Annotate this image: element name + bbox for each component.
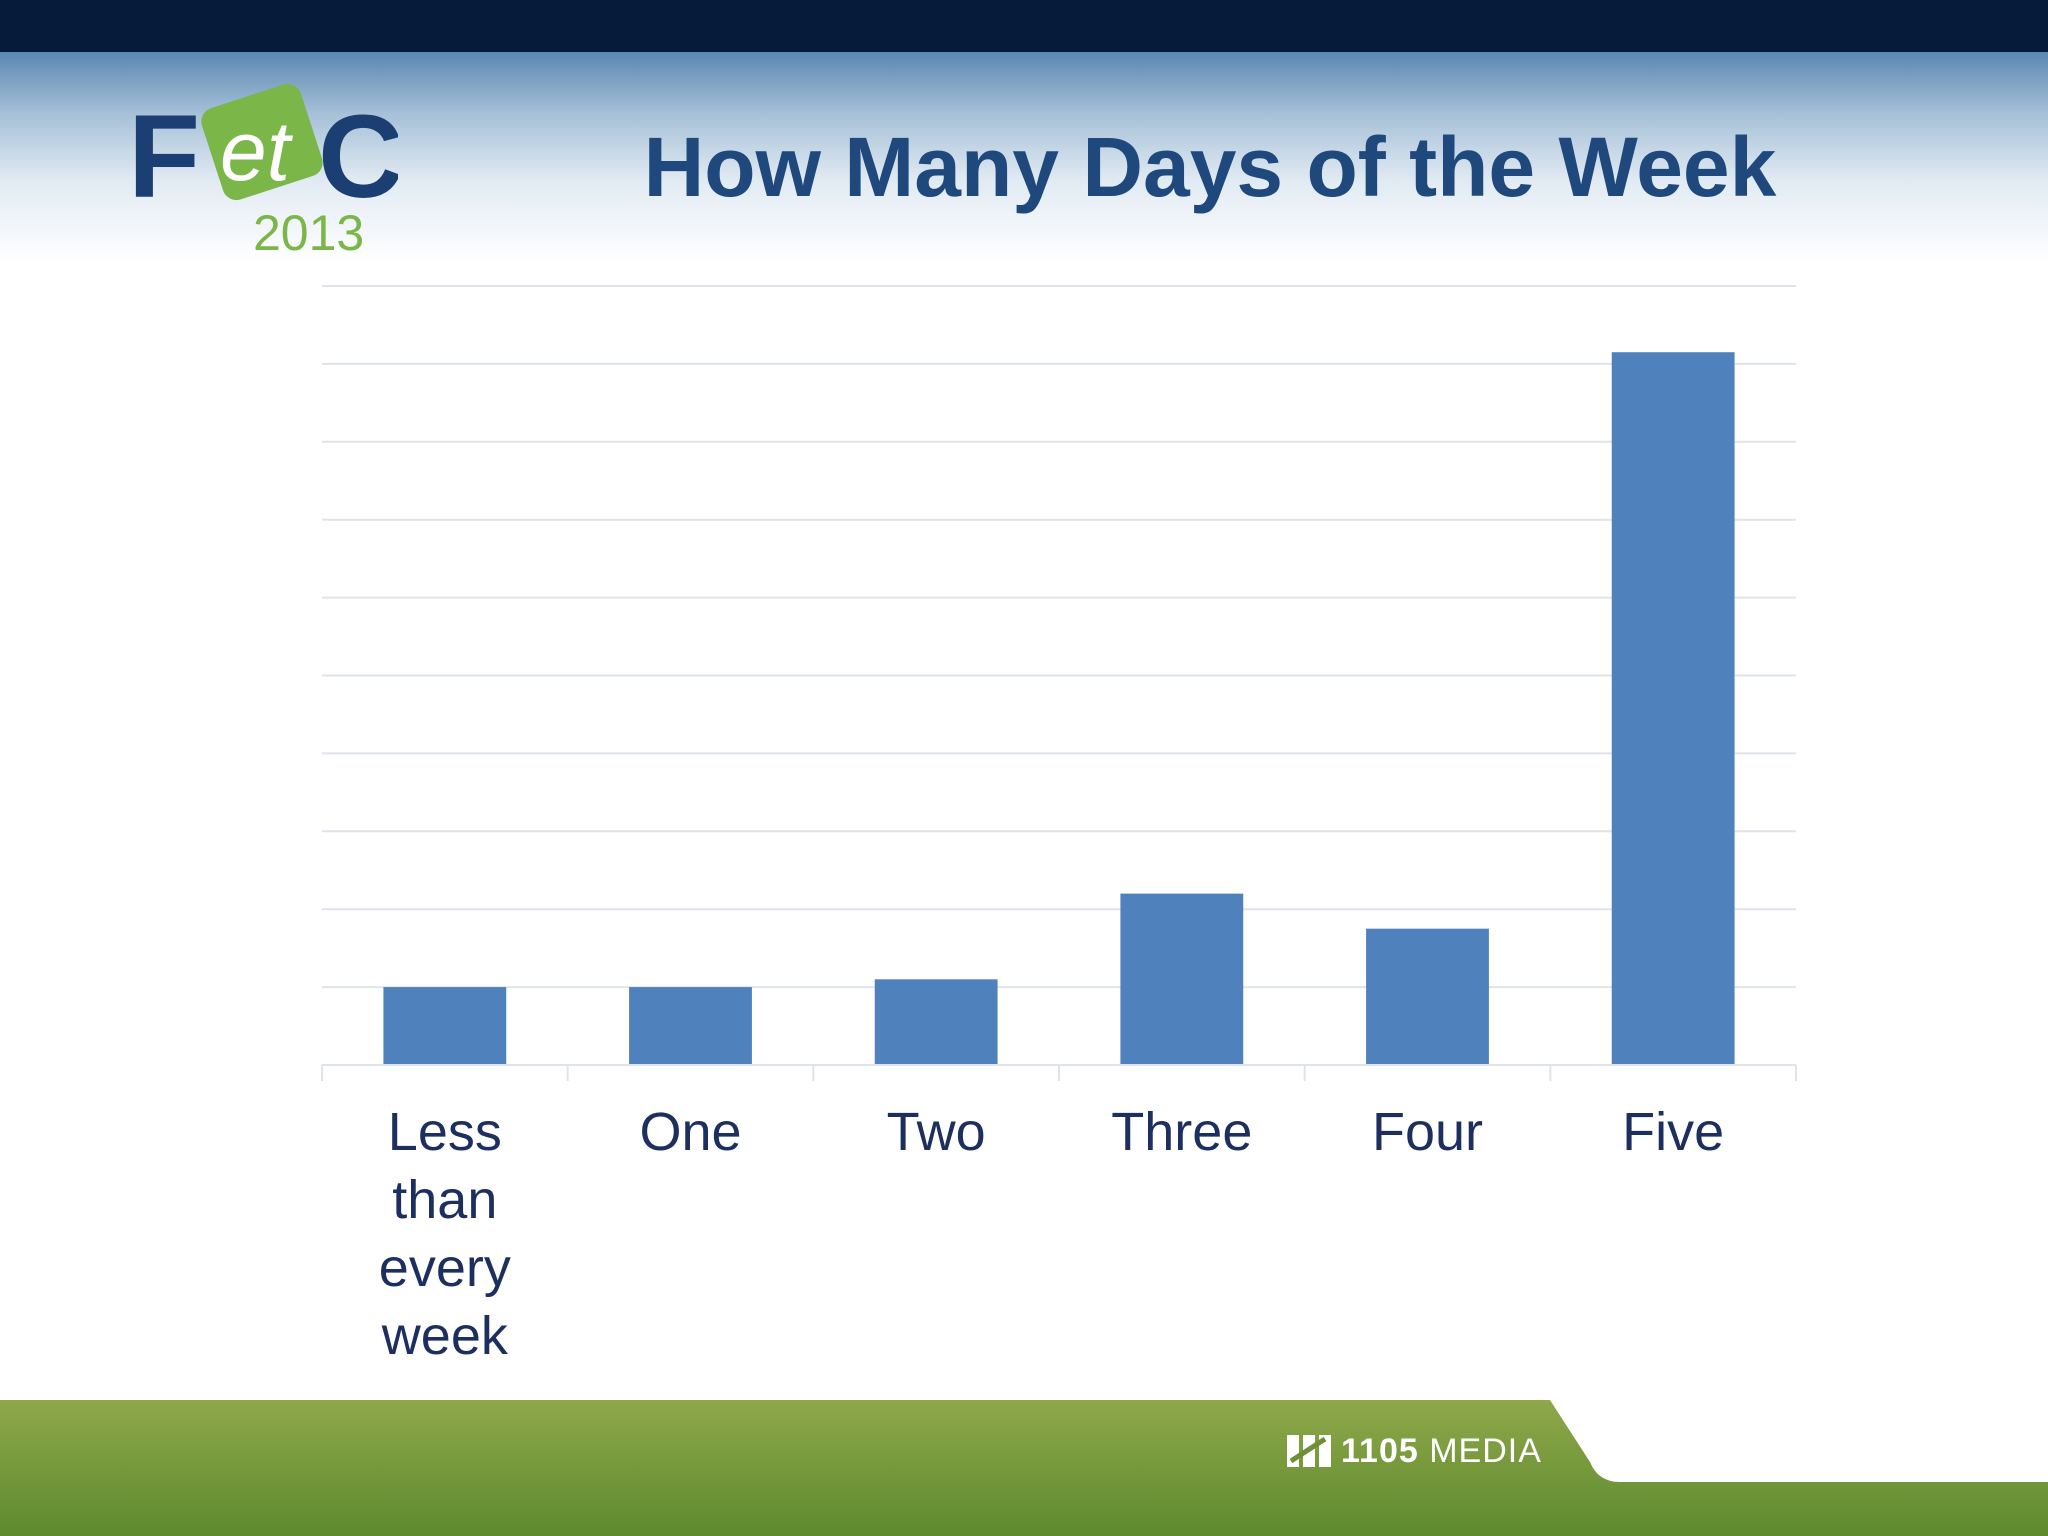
bar bbox=[1120, 893, 1244, 1065]
bars bbox=[383, 352, 1735, 1066]
x-tick-label-line: Two bbox=[887, 1102, 986, 1162]
x-tick-label-line: than bbox=[392, 1170, 497, 1230]
x-tick-label-line: Three bbox=[1111, 1102, 1252, 1162]
x-tick-label-line: Five bbox=[1622, 1102, 1724, 1162]
publisher-word: MEDIA bbox=[1429, 1431, 1542, 1470]
x-tick-label-line: Four bbox=[1372, 1102, 1483, 1162]
logo-green-tile bbox=[201, 83, 323, 201]
publisher-number: 1105 bbox=[1341, 1431, 1419, 1470]
publisher-name: 1105 MEDIA bbox=[1341, 1432, 1542, 1471]
bar bbox=[1611, 352, 1735, 1066]
x-tick-label: Two bbox=[887, 1102, 986, 1162]
x-tick-label: One bbox=[639, 1102, 741, 1162]
bar bbox=[629, 987, 752, 1065]
x-tick-label-line: Less bbox=[388, 1102, 502, 1162]
x-tick-label: Five bbox=[1622, 1102, 1724, 1162]
logo-year: 2013 bbox=[253, 205, 364, 261]
x-axis bbox=[321, 1064, 1797, 1081]
x-tick-label: Less than every week bbox=[379, 1102, 511, 1366]
x-tick-label-line: every bbox=[379, 1238, 511, 1298]
footer-white-notch bbox=[1550, 1400, 2048, 1482]
1105-media-icon bbox=[1287, 1435, 1331, 1467]
slide-title: How Many Days of the Week bbox=[643, 120, 1777, 214]
x-tick-label-line: One bbox=[639, 1102, 741, 1162]
bar bbox=[1366, 928, 1489, 1065]
footer-graphic bbox=[0, 1400, 2048, 1536]
bar-chart: Less than every week One Two Three Four Five bbox=[321, 285, 1797, 1366]
header-band bbox=[0, 52, 2048, 262]
x-tick-label-line: week bbox=[381, 1306, 509, 1366]
x-tick-labels: Less than every week One Two Three Four Five bbox=[379, 1102, 1724, 1366]
footer-band bbox=[0, 1400, 2048, 1536]
bar bbox=[383, 987, 507, 1065]
bar bbox=[874, 979, 998, 1065]
top-bar bbox=[0, 0, 2048, 52]
logo-letters-et: et bbox=[220, 104, 294, 198]
x-tick-label: Four bbox=[1372, 1102, 1483, 1162]
fetc-logo-graphic: F C et 2013 bbox=[128, 83, 403, 261]
fetc-2013-logo: F C et 2013 bbox=[128, 72, 403, 262]
x-tick-label: Three bbox=[1111, 1102, 1252, 1162]
logo-letter-f: F bbox=[128, 91, 200, 223]
1105-media-logo: 1105 MEDIA bbox=[1285, 1426, 1542, 1476]
gridlines bbox=[322, 285, 1796, 989]
logo-letter-c: C bbox=[318, 91, 398, 223]
